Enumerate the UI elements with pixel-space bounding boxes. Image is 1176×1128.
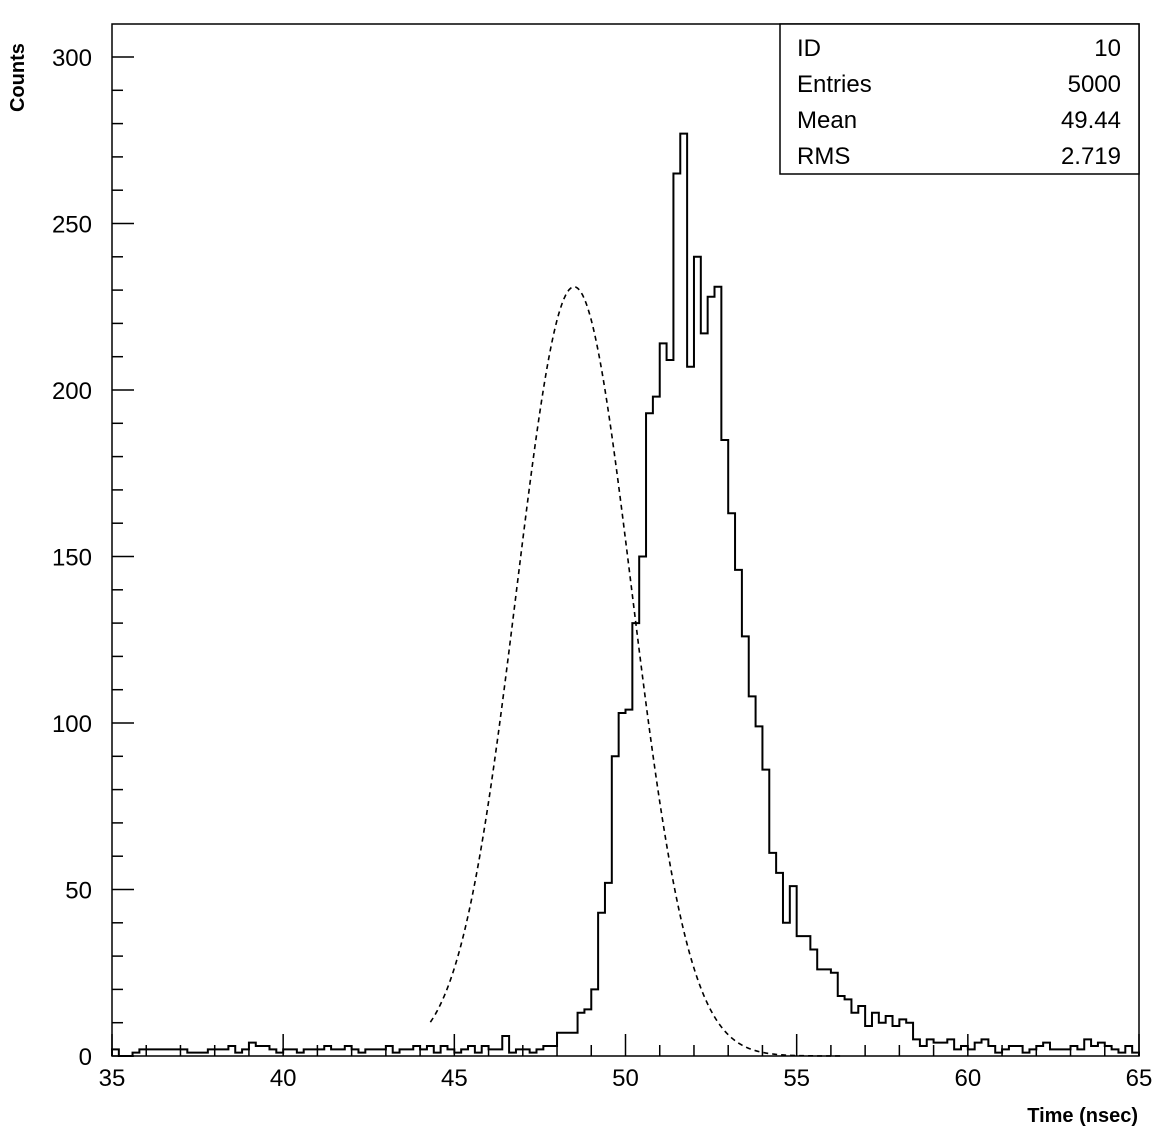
x-tick-label: 45	[441, 1065, 468, 1092]
y-tick-label: 0	[79, 1044, 92, 1071]
y-tick-label: 300	[52, 45, 92, 72]
stats-value-mean: 49.44	[1061, 107, 1121, 134]
x-tick-label: 65	[1126, 1065, 1153, 1092]
stats-value-id: 10	[1094, 35, 1121, 62]
stats-value-entries: 5000	[1068, 71, 1121, 98]
stats-box-frame	[779, 23, 1140, 175]
y-tick-label: 150	[52, 545, 92, 572]
stats-label-mean: Mean	[797, 107, 857, 134]
y-axis-title: Counts	[7, 43, 29, 112]
stats-label-rms: RMS	[797, 143, 850, 170]
histogram-series	[111, 132, 1140, 1057]
y-tick-label: 50	[65, 878, 92, 905]
y-axis: 0 50 100 150 200 250 300	[52, 45, 134, 1071]
stats-label-entries: Entries	[797, 71, 872, 98]
stats-box: ID 10 Entries 5000 Mean 49.44 RMS 2.719	[779, 23, 1140, 175]
x-tick-label: 60	[954, 1065, 981, 1092]
stats-value-rms: 2.719	[1061, 143, 1121, 170]
y-tick-label: 250	[52, 212, 92, 239]
stats-label-id: ID	[797, 35, 821, 62]
y-tick-label: 100	[52, 711, 92, 738]
plot-frame	[111, 23, 1140, 1057]
histogram-outline	[111, 132, 1140, 1057]
y-tick-label: 200	[52, 378, 92, 405]
x-tick-label: 50	[612, 1065, 639, 1092]
x-tick-label: 40	[270, 1065, 297, 1092]
gaussian-fit-series	[429, 285, 842, 1057]
axes-frame	[111, 23, 1140, 1057]
x-axis-title: Time (nsec)	[1027, 1105, 1138, 1127]
x-tick-label: 35	[99, 1065, 126, 1092]
x-tick-label: 55	[783, 1065, 810, 1092]
gaussian-fit-curve	[429, 285, 842, 1057]
